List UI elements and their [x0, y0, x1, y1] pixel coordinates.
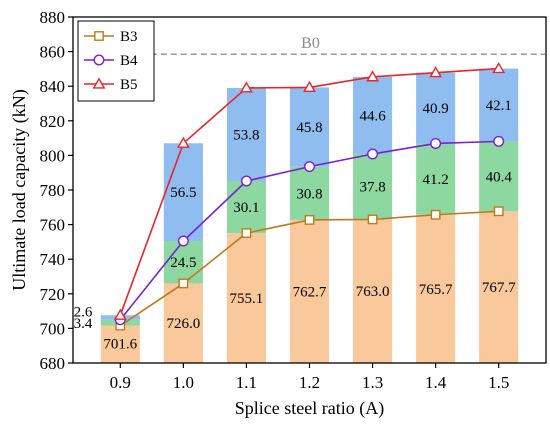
legend-label-B5: B5 [120, 77, 138, 93]
data-point-B5-1.1 [240, 81, 253, 93]
bar-segment-3-1.4 [416, 72, 456, 144]
data-point-B5-0.9 [113, 308, 127, 320]
legend-label-B4: B4 [120, 53, 138, 69]
segment-label: 37.8 [359, 180, 385, 196]
x-tick-label: 1.2 [299, 373, 320, 392]
x-axis-title: Splice steel ratio (A) [235, 398, 384, 419]
data-point-B5-1.4 [429, 66, 443, 78]
bar-segment-2-1.2 [289, 166, 330, 220]
segment-label: 726.0 [166, 316, 200, 332]
data-point-B3-1.4 [430, 209, 441, 220]
y-tick-label: 840 [40, 77, 66, 96]
segment-label: 44.6 [359, 108, 386, 124]
y-tick-label: 880 [40, 8, 66, 27]
data-point-B3-1.2 [304, 215, 315, 225]
data-point-B4-1.0 [177, 235, 189, 247]
y-axis-title: Ultimate load capacity (kN) [9, 89, 30, 290]
segment-label: 42.1 [486, 98, 512, 114]
bar-segment-3-1.2 [289, 87, 330, 167]
data-point-B3-1.1 [241, 228, 252, 238]
legend: B3 B4 B5 [77, 20, 155, 102]
segment-label: 53.8 [233, 127, 259, 143]
segment-label: 40.4 [486, 169, 513, 185]
data-point-B5-1.2 [303, 80, 316, 93]
reference-line-label: B0 [301, 35, 320, 52]
bar-segment-2-1.3 [353, 154, 393, 220]
data-point-B3-1.5 [493, 206, 504, 217]
bar-segment-2-1.0 [163, 241, 203, 284]
segment-labels: 701.6 3.42.6 726.0 24.5 56.5 755.1 30.1 53.8 762… [74, 98, 516, 352]
segment-label: 45.8 [296, 120, 322, 136]
y-tick-label: 700 [40, 319, 66, 338]
bar-segment-3-1.0 [163, 143, 203, 242]
segment-label: 701.6 [103, 336, 137, 352]
x-tick-label: 1.3 [362, 373, 383, 392]
segment-label: 3.4 [74, 316, 93, 332]
data-point-B4-1.1 [240, 175, 252, 187]
x-tick-label: 1.4 [425, 373, 447, 392]
series-lines [113, 61, 506, 331]
axes: 680 700 720 740 760 780 800 820 840 860 880 0.9 1.0 1… [9, 8, 547, 419]
bar-segment-2-1.5 [479, 141, 519, 212]
segment-label: 24.5 [170, 255, 196, 271]
legend-marker-B4 [93, 54, 105, 66]
bar-segment-1-1.1 [226, 233, 266, 363]
bar-segment-1-1.3 [353, 219, 393, 363]
segment-label: 2.6 [74, 305, 93, 321]
data-point-B3-1.3 [367, 214, 378, 225]
segment-label: 40.9 [423, 101, 449, 117]
bar-segment-1-0.9 [100, 325, 140, 363]
bar-segment-3-1.3 [353, 76, 393, 155]
bars [100, 68, 519, 363]
segment-label: 755.1 [230, 291, 264, 307]
data-point-B5-1.0 [176, 136, 190, 148]
x-tick-label: 1.5 [488, 373, 509, 392]
y-tick-label: 760 [40, 216, 66, 235]
y-tick-label: 860 [40, 43, 66, 62]
y-tick-label: 800 [40, 146, 66, 165]
segment-label: 30.1 [233, 200, 259, 216]
segment-label: 765.7 [419, 282, 453, 298]
bar-segment-1-1.5 [479, 211, 519, 363]
data-point-B4-1.5 [493, 135, 505, 147]
segment-label: 41.2 [423, 172, 449, 188]
data-point-B5-1.5 [492, 61, 506, 74]
x-tick-label: 0.9 [110, 373, 131, 392]
bar-segment-2-1.1 [226, 181, 266, 234]
segment-label: 767.7 [482, 280, 516, 296]
bar-segment-3-1.5 [479, 68, 519, 142]
segment-label: 763.0 [356, 284, 390, 300]
legend-label-B3: B3 [120, 29, 138, 45]
legend-marker-B3 [94, 31, 104, 41]
y-tick-label: 780 [40, 181, 66, 200]
y-tick-label: 820 [40, 112, 66, 131]
bar-segment-1-1.4 [416, 214, 456, 363]
bar-segment-3-1.1 [226, 87, 266, 182]
segment-label: 762.7 [293, 284, 327, 300]
bar-segment-1-1.0 [163, 283, 203, 363]
bar-segment-2-1.4 [416, 143, 456, 215]
data-point-B3-1.0 [178, 278, 189, 289]
data-point-B5-1.3 [366, 70, 379, 82]
x-tick-label: 1.0 [173, 373, 194, 392]
x-tick-label: 1.1 [236, 373, 257, 392]
data-point-B4-1.2 [304, 161, 316, 173]
y-tick-label: 740 [40, 250, 66, 269]
y-tick-label: 680 [40, 354, 66, 373]
segment-label: 56.5 [170, 185, 196, 201]
y-tick-label: 720 [40, 285, 66, 304]
segment-label: 30.8 [296, 186, 322, 202]
reference-line-group: B0 [100, 35, 545, 55]
bar-segment-1-1.2 [289, 219, 330, 363]
legend-marker-B5 [92, 77, 106, 89]
legend-box [77, 20, 155, 102]
data-point-B4-1.4 [430, 137, 442, 149]
data-point-B4-1.3 [367, 148, 379, 160]
